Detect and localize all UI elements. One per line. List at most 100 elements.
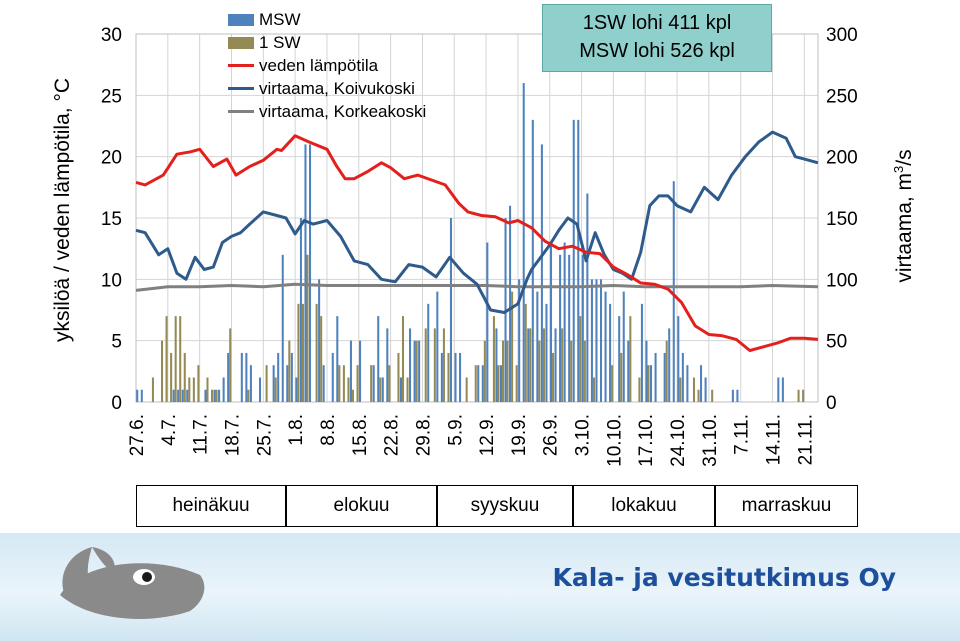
- bar-msw: [427, 303, 430, 402]
- bar-1sw: [379, 377, 382, 402]
- bar-1sw: [401, 316, 405, 402]
- catch-summary-box: 1SW lohi 411 kpl MSW lohi 526 kpl: [542, 4, 772, 72]
- bar-1sw: [433, 328, 436, 402]
- bar-msw: [586, 193, 589, 402]
- y-axis-right-label: virtaama, m3/s: [891, 116, 921, 316]
- bar-1sw: [274, 377, 277, 402]
- bar-msw: [518, 279, 521, 402]
- x-tick-label: 27.6.: [127, 414, 148, 456]
- bar-msw: [449, 218, 452, 402]
- bar-msw: [227, 352, 230, 402]
- bar-msw: [440, 352, 443, 402]
- y-tick-left: 5: [111, 332, 122, 353]
- bar-msw: [336, 316, 339, 402]
- bar-1sw: [524, 303, 527, 402]
- bar-msw: [213, 389, 216, 402]
- bar-1sw: [442, 328, 445, 402]
- bar-msw: [686, 365, 689, 402]
- x-tick-label: 29.8.: [413, 414, 434, 456]
- legend-label-korkeakoski: virtaama, Korkeakoski: [259, 101, 427, 121]
- x-tick-label: 1.8.: [286, 414, 307, 446]
- bar-1sw: [288, 340, 291, 402]
- bar-1sw: [797, 389, 800, 402]
- x-tick-label: 8.8.: [318, 414, 339, 446]
- line-flow-koivukoski: [135, 130, 819, 314]
- bar-1sw: [174, 316, 177, 402]
- y-axis-left-label: yksilöä / veden lämpötila, °C: [51, 77, 74, 343]
- bar-1sw: [151, 377, 154, 402]
- bar-1sw: [529, 328, 532, 402]
- bar-msw: [277, 352, 280, 402]
- bar-1sw: [356, 365, 359, 402]
- bar-msw: [568, 254, 571, 402]
- bar-msw: [549, 242, 553, 402]
- bar-1sw: [583, 340, 586, 402]
- y-axis-right-label-tail: /s: [893, 149, 916, 166]
- bar-1sw: [502, 340, 505, 402]
- month-box-september: syyskuu: [437, 485, 573, 527]
- bar-msw: [386, 328, 389, 402]
- y-tick-right: 250: [826, 86, 858, 107]
- x-tick-label: 4.7.: [159, 414, 180, 446]
- y-tick-right: 50: [826, 332, 847, 353]
- month-bar: heinäkuu elokuu syyskuu lokakuu marrasku…: [136, 485, 858, 527]
- bar-1sw: [215, 389, 218, 402]
- bar-1sw: [474, 365, 477, 402]
- bar-1sw: [492, 316, 495, 402]
- bar-1sw: [297, 303, 300, 402]
- bar-1sw: [638, 377, 641, 402]
- legend-item-temperature: veden lämpötila: [228, 54, 426, 77]
- bar-1sw: [692, 377, 696, 402]
- catch-summary-msw: MSW lohi 526 kpl: [579, 40, 735, 62]
- bar-1sw: [306, 254, 309, 402]
- x-tick-label: 24.10.: [668, 414, 689, 467]
- bar-msw: [272, 365, 275, 402]
- legend-label-temperature: veden lämpötila: [259, 55, 379, 75]
- bar-1sw: [315, 303, 318, 402]
- bar-1sw: [165, 316, 168, 402]
- bar-msw: [222, 377, 225, 402]
- bar-1sw: [570, 340, 573, 402]
- bar-msw: [140, 389, 143, 402]
- x-tick-label: 12.9.: [477, 414, 498, 456]
- y-tick-left: 15: [101, 209, 122, 230]
- bar-msw: [377, 316, 380, 402]
- bar-1sw: [647, 365, 650, 402]
- bar-1sw: [170, 352, 173, 402]
- y-tick-left: 25: [101, 86, 122, 107]
- x-tick-label: 15.8.: [350, 414, 371, 456]
- bar-msw: [559, 254, 562, 402]
- bar-1sw: [397, 352, 400, 402]
- bar-1sw: [620, 352, 623, 402]
- bar-1sw: [552, 352, 555, 402]
- x-tick-label: 25.7.: [254, 414, 275, 456]
- bar-msw: [309, 144, 312, 402]
- bar-1sw: [665, 340, 668, 402]
- bar-1sw: [679, 377, 682, 402]
- bar-msw: [240, 352, 243, 402]
- bar-msw: [618, 316, 621, 402]
- bar-msw: [536, 291, 539, 402]
- line-flow-korkeakoski: [135, 282, 819, 292]
- bar-msw: [477, 365, 480, 402]
- bar-1sw: [697, 389, 700, 402]
- bar-msw: [522, 83, 525, 403]
- bar-1sw: [211, 389, 214, 402]
- bar-msw: [181, 389, 184, 402]
- bar-msw: [486, 242, 489, 402]
- bar-msw: [663, 352, 666, 402]
- bar-msw: [599, 279, 603, 402]
- x-tick-label: 7.11.: [732, 414, 753, 455]
- bar-1sw: [320, 316, 323, 402]
- bar-msw: [186, 389, 189, 402]
- footer-banner: Kala- ja vesitutkimus Oy: [0, 533, 960, 641]
- bar-msw: [581, 254, 584, 402]
- bar-msw: [399, 377, 402, 402]
- line-water-temperature: [135, 134, 819, 352]
- month-box-october: lokakuu: [573, 485, 715, 527]
- y-tick-left: 10: [101, 270, 122, 291]
- bar-1sw: [183, 352, 186, 402]
- bar-msw: [677, 316, 680, 402]
- bar-1sw: [447, 352, 450, 402]
- bar-msw: [418, 340, 421, 402]
